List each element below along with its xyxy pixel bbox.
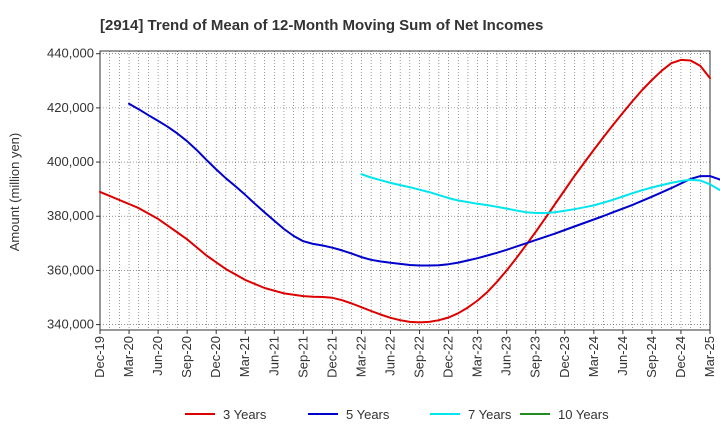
x-tick-label: Mar-20 <box>121 336 136 377</box>
legend: 3 Years 5 Years 7 Years 10 Years <box>185 407 609 422</box>
x-tick-label: Dec-20 <box>208 336 223 378</box>
x-tick-label: Sep-22 <box>412 336 427 378</box>
x-tick-label: Mar-22 <box>353 336 368 377</box>
x-tick-label: Mar-24 <box>586 336 601 377</box>
x-tick-label: Dec-19 <box>92 336 107 378</box>
x-tick-label: Jun-24 <box>615 336 630 376</box>
y-tick-label: 360,000 <box>47 262 94 277</box>
x-tick-label: Jun-20 <box>150 336 165 376</box>
x-tick-label: Sep-21 <box>295 336 310 378</box>
x-tick-label: Sep-20 <box>179 336 194 378</box>
y-tick-label: 420,000 <box>47 100 94 115</box>
legend-label-10-years: 10 Years <box>558 407 609 422</box>
x-tick-label: Dec-23 <box>557 336 572 378</box>
y-tick-label: 440,000 <box>47 46 94 61</box>
plot-background <box>100 51 710 330</box>
series-line-3-years <box>99 58 711 324</box>
series-line-7-years <box>360 173 720 214</box>
y-tick-label: 340,000 <box>47 317 94 332</box>
plot-border <box>99 50 711 331</box>
series-line-5-years <box>128 102 720 267</box>
x-tick-label: Dec-21 <box>324 336 339 378</box>
y-tick-label: 380,000 <box>47 208 94 223</box>
x-tick-label: Mar-23 <box>470 336 485 377</box>
x-tick-label: Sep-24 <box>644 336 659 378</box>
x-tick-label: Dec-22 <box>441 336 456 378</box>
legend-label-3-years: 3 Years <box>223 407 267 422</box>
legend-label-5-years: 5 Years <box>346 407 390 422</box>
legend-label-7-years: 7 Years <box>468 407 512 422</box>
x-tick-label: Mar-25 <box>702 336 717 377</box>
x-tick-label: Jun-22 <box>382 336 397 376</box>
y-tick-label: 400,000 <box>47 154 94 169</box>
x-tick-label: Mar-21 <box>237 336 252 377</box>
x-tick-label: Jun-23 <box>499 336 514 376</box>
x-tick-label: Dec-24 <box>673 336 688 378</box>
y-axis-label: Amount (million yen) <box>7 133 22 252</box>
x-tick-label: Sep-23 <box>528 336 543 378</box>
x-tick-label: Jun-21 <box>266 336 281 376</box>
plot-area: 340,000 360,000 380,000 400,000 420,000 440,0… <box>47 46 720 378</box>
chart-title: [2914] Trend of Mean of 12-Month Moving … <box>100 17 543 34</box>
